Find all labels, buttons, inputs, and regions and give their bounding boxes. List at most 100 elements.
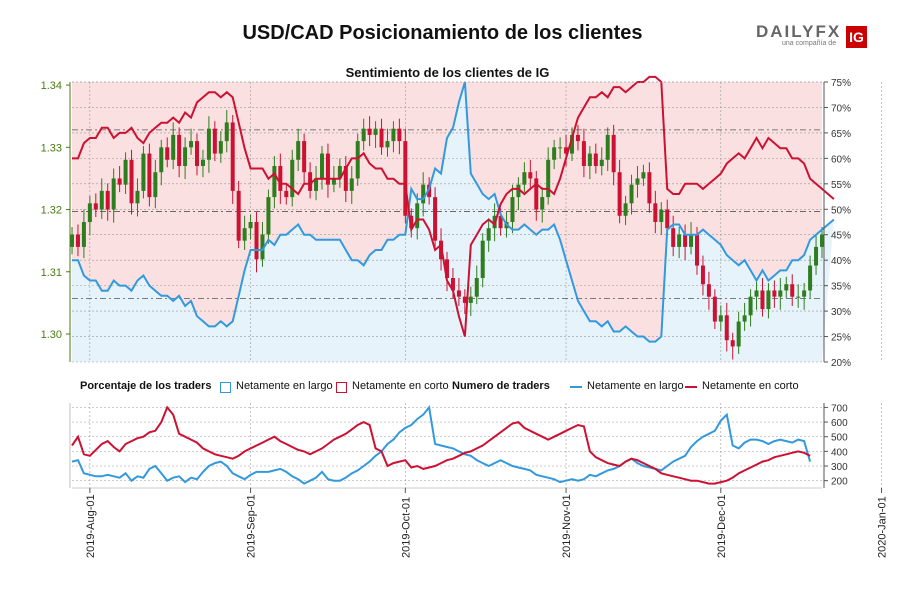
candle-body <box>320 153 324 179</box>
count-tick-label: 500 <box>831 433 848 444</box>
candle-body <box>230 122 235 191</box>
candle-body <box>314 178 319 191</box>
candle-body <box>552 147 557 160</box>
candle-body <box>653 203 658 222</box>
candle-body <box>599 159 604 166</box>
chart-title: USD/CAD Posicionamiento de los clientes <box>242 22 643 44</box>
candle-body <box>224 122 229 142</box>
candle-body <box>391 128 396 142</box>
candle-body <box>528 172 533 179</box>
candle-body <box>254 222 259 260</box>
candle-body <box>540 197 545 210</box>
candle-body <box>433 197 438 241</box>
candle-body <box>695 234 699 266</box>
legend-num-long: Netamente en largo <box>587 380 684 392</box>
candle-body <box>546 159 551 198</box>
right-tick-label: 70% <box>831 103 851 114</box>
candle-body <box>659 209 664 222</box>
candle-body <box>671 228 676 247</box>
brand-name: DAILYFX <box>756 22 841 42</box>
candle-body <box>605 134 610 160</box>
candle-body <box>325 153 330 185</box>
candle-body <box>177 134 182 166</box>
candle-body <box>802 290 807 297</box>
candle-body <box>611 134 616 173</box>
candle-body <box>242 228 247 241</box>
candle-body <box>587 153 592 166</box>
candle-body <box>754 290 759 297</box>
series-long-pct-line <box>72 81 835 343</box>
candle-body <box>278 166 283 191</box>
brand-main: DAILY <box>756 22 816 41</box>
x-tick-label: 2019-Sep-01 <box>246 494 258 558</box>
candle-body <box>421 184 426 204</box>
candle-body <box>189 141 194 148</box>
candle-body <box>379 128 384 148</box>
legend-num-short: Netamente en corto <box>702 380 799 392</box>
candle-body <box>629 184 634 204</box>
candle-body <box>820 234 824 247</box>
candle-body <box>290 159 295 198</box>
series-long-count-line <box>71 405 812 485</box>
candle-body <box>808 265 813 291</box>
candle-body <box>302 141 307 173</box>
right-tick-label: 35% <box>831 282 851 293</box>
x-tick-label: 2019-Dec-01 <box>716 494 728 558</box>
candle-body <box>689 234 694 247</box>
candle-body <box>534 178 539 210</box>
right-tick-label: 45% <box>831 231 851 242</box>
candle-body <box>99 190 104 210</box>
candle-body <box>159 147 164 173</box>
candle-body <box>248 222 253 229</box>
candle-body <box>135 190 140 204</box>
candle-body <box>147 153 152 198</box>
candle-body <box>450 278 455 291</box>
candle-body <box>790 284 795 297</box>
candle-body <box>498 215 503 229</box>
left-tick-label: 1.32 <box>41 205 62 217</box>
candle-body <box>427 184 432 198</box>
candle-body <box>462 296 467 303</box>
candle-body <box>456 290 461 297</box>
candle-body <box>385 141 390 148</box>
candle-body <box>129 159 134 204</box>
right-tick-label: 55% <box>831 180 851 191</box>
right-tick-label: 60% <box>831 154 851 165</box>
right-tick-label: 30% <box>831 307 851 318</box>
candle-body <box>284 190 289 198</box>
x-tick-label: 2019-Oct-01 <box>400 497 412 558</box>
candle-body <box>647 172 652 204</box>
candle-body <box>206 128 211 160</box>
candle-body <box>718 315 723 322</box>
candle-body <box>87 203 92 222</box>
candle-body <box>337 166 342 179</box>
right-tick-label: 75% <box>831 78 851 89</box>
candle-body <box>171 134 176 160</box>
candle-body <box>760 290 765 310</box>
candle-body <box>772 290 777 297</box>
candle-body <box>195 141 199 166</box>
right-tick-label: 65% <box>831 129 851 140</box>
candle-body <box>480 240 485 278</box>
legend-num-long-swatch <box>570 386 582 388</box>
candle-body <box>575 134 580 142</box>
legend-pct-short: Netamente en corto <box>352 380 449 392</box>
candle-body <box>445 259 449 278</box>
brand-fx: FX <box>815 22 842 41</box>
candle-body <box>564 147 569 154</box>
candle-body <box>403 141 408 216</box>
candle-body <box>415 203 420 229</box>
candle-body <box>516 184 521 198</box>
candle-body <box>153 172 158 198</box>
x-tick-label: 2019-Nov-01 <box>561 494 573 558</box>
brand-logo: DAILYFX una compañía de IG <box>756 22 870 52</box>
right-tick-label: 25% <box>831 333 851 344</box>
candle-body <box>355 141 360 179</box>
candle-body <box>296 141 301 160</box>
candle-body <box>474 278 479 297</box>
candle-body <box>700 265 705 285</box>
right-tick-label: 40% <box>831 256 851 267</box>
count-tick-label: 600 <box>831 418 848 429</box>
